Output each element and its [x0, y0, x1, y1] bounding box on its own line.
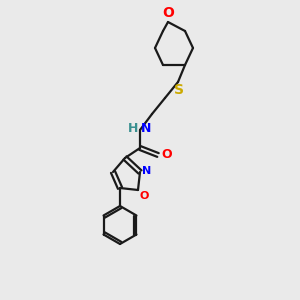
- Text: N: N: [141, 122, 152, 136]
- Text: S: S: [174, 83, 184, 97]
- Text: H: H: [128, 122, 138, 136]
- Text: O: O: [162, 6, 174, 20]
- Text: N: N: [142, 166, 151, 176]
- Text: O: O: [140, 191, 149, 201]
- Text: O: O: [161, 148, 172, 161]
